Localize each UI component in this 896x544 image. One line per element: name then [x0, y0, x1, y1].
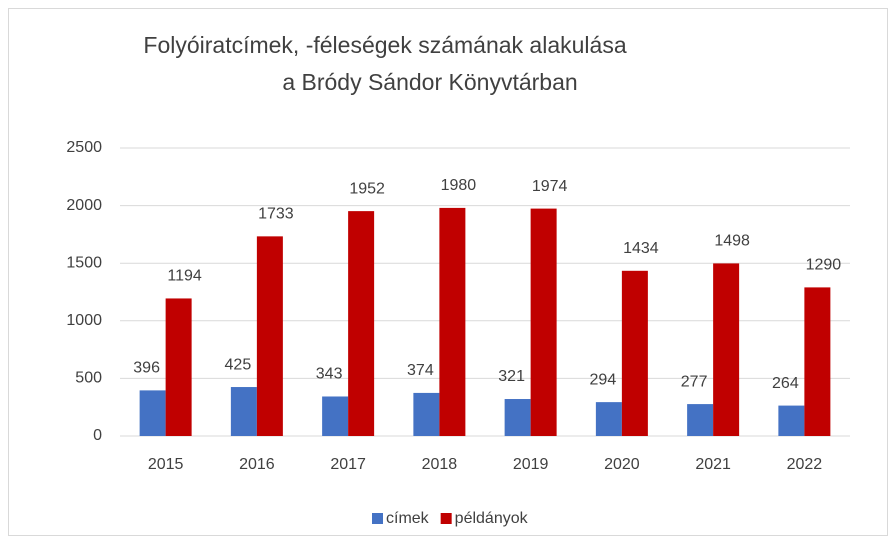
y-tick-label: 2000: [66, 197, 102, 214]
bar: [621, 270, 648, 436]
y-tick-label: 2500: [66, 139, 102, 156]
bar: [713, 263, 740, 436]
x-tick-label: 2019: [513, 456, 549, 473]
bar: [413, 392, 440, 436]
data-label: 1952: [349, 180, 385, 197]
x-tick-label: 2017: [330, 456, 366, 473]
bar: [804, 287, 831, 436]
bar: [322, 396, 349, 436]
x-tick-label: 2018: [422, 456, 458, 473]
x-tick-label: 2020: [604, 456, 640, 473]
bar: [530, 208, 557, 436]
x-tick-label: 2016: [239, 456, 275, 473]
legend-swatch: [372, 513, 383, 524]
bar: [439, 207, 466, 436]
y-tick-label: 0: [93, 427, 102, 444]
bar: [687, 404, 714, 436]
data-label: 264: [772, 375, 799, 392]
x-tick-label: 2022: [787, 456, 823, 473]
data-label: 277: [681, 373, 708, 390]
data-label: 294: [590, 371, 617, 388]
legend-label: példányok: [455, 510, 529, 527]
x-tick-label: 2021: [695, 456, 731, 473]
bar: [139, 390, 166, 436]
data-label: 1974: [532, 178, 568, 195]
data-label: 1194: [167, 268, 202, 285]
data-label: 1434: [623, 240, 659, 257]
data-label: 374: [407, 362, 434, 379]
y-tick-label: 1000: [66, 312, 102, 329]
data-label: 1733: [258, 206, 294, 223]
data-label: 343: [316, 366, 343, 383]
y-tick-label: 1500: [66, 254, 102, 271]
bar: [165, 298, 192, 436]
y-tick-label: 500: [75, 370, 102, 387]
legend-swatch: [440, 513, 452, 524]
bar: [778, 405, 805, 436]
data-label: 396: [133, 360, 160, 377]
legend-label: címek: [386, 510, 430, 527]
data-label: 1498: [714, 233, 750, 250]
chart-title: Folyóiratcímek, -féleségek számának alak…: [143, 32, 626, 58]
chart-title: a Bródy Sándor Könyvtárban: [282, 69, 577, 95]
bar: [504, 399, 531, 436]
bar: [256, 236, 283, 436]
data-label: 321: [498, 368, 525, 385]
data-label: 1290: [806, 257, 842, 274]
bar: [348, 211, 375, 436]
data-label: 425: [225, 356, 252, 373]
bar: [595, 402, 622, 436]
x-tick-label: 2015: [148, 456, 184, 473]
bar: [230, 387, 257, 436]
data-label: 1980: [441, 177, 477, 194]
